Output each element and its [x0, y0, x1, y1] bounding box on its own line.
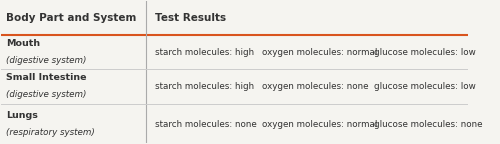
Text: glucose molecules: none: glucose molecules: none: [374, 120, 483, 129]
Text: oxygen molecules: normal: oxygen molecules: normal: [262, 48, 378, 57]
Text: glucose molecules: low: glucose molecules: low: [374, 82, 476, 91]
Text: (respiratory system): (respiratory system): [6, 128, 95, 137]
Text: starch molecules: high: starch molecules: high: [155, 82, 254, 91]
Text: Body Part and System: Body Part and System: [6, 13, 136, 23]
Text: Mouth: Mouth: [6, 39, 40, 48]
Text: Lungs: Lungs: [6, 111, 38, 120]
Text: oxygen molecules: none: oxygen molecules: none: [262, 82, 369, 91]
Text: oxygen molecules: normal: oxygen molecules: normal: [262, 120, 378, 129]
Text: starch molecules: high: starch molecules: high: [155, 48, 254, 57]
Text: Small Intestine: Small Intestine: [6, 73, 86, 82]
Text: (digestive system): (digestive system): [6, 56, 86, 65]
Text: starch molecules: none: starch molecules: none: [155, 120, 257, 129]
Text: glucose molecules: low: glucose molecules: low: [374, 48, 476, 57]
Text: (digestive system): (digestive system): [6, 90, 86, 99]
Text: Test Results: Test Results: [155, 13, 226, 23]
